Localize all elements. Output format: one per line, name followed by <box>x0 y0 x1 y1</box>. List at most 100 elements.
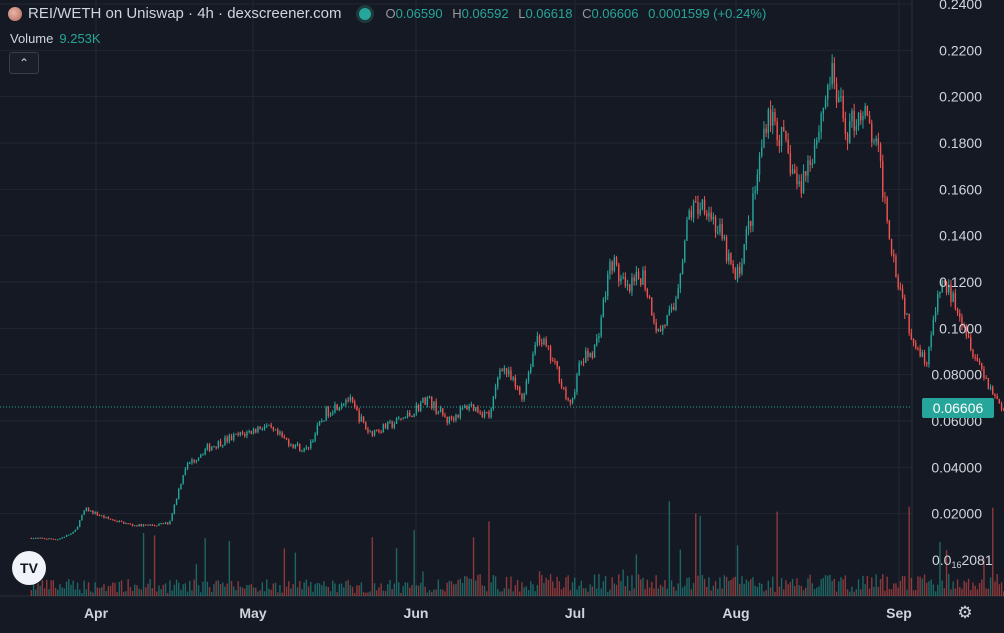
volume-bar <box>849 591 851 596</box>
candle <box>219 441 222 447</box>
volume-bar <box>257 591 259 596</box>
candle <box>906 313 908 315</box>
volume-bar <box>776 511 778 596</box>
volume-bar <box>926 582 928 596</box>
candle <box>855 126 858 131</box>
volume-bar <box>838 581 840 596</box>
candle <box>585 350 587 363</box>
status-dot-icon[interactable] <box>359 7 372 20</box>
volume-bar <box>142 532 145 596</box>
candle <box>400 418 402 420</box>
volume-bar <box>424 586 426 596</box>
candle <box>666 314 668 326</box>
volume-bar <box>857 579 860 596</box>
candle <box>688 210 690 220</box>
candle <box>802 170 805 194</box>
volume-bar <box>323 581 325 596</box>
candle <box>46 538 48 540</box>
candle <box>455 414 457 421</box>
candle <box>831 63 833 85</box>
candle <box>725 236 728 261</box>
volume-bar <box>904 576 906 596</box>
volume-bar <box>994 581 996 596</box>
y-tick-label: 0.2000 <box>939 89 982 105</box>
candle <box>202 454 204 456</box>
candle <box>54 539 57 541</box>
volume-bar <box>703 579 706 596</box>
gear-icon[interactable]: ⚙ <box>957 603 973 622</box>
volume-bar <box>406 582 409 596</box>
candle <box>503 368 506 372</box>
candle <box>712 216 715 220</box>
candle <box>134 525 136 527</box>
candle <box>387 421 389 429</box>
volume-bar <box>884 590 886 596</box>
candle <box>142 524 145 527</box>
candle <box>508 370 510 374</box>
volume-bar <box>398 582 400 596</box>
volume-bar <box>171 590 173 596</box>
candle <box>109 518 112 520</box>
y-tick-label: 0.1200 <box>939 274 982 290</box>
candle <box>952 293 954 302</box>
volume-bar <box>420 582 422 596</box>
candle <box>472 404 475 411</box>
volume-bar <box>96 587 99 596</box>
candle <box>527 372 530 382</box>
volume-bar <box>43 588 46 596</box>
volume-bar <box>831 580 833 596</box>
candle <box>459 408 462 418</box>
candle <box>230 435 233 440</box>
volume-bar <box>222 582 224 596</box>
volume-bar <box>677 583 679 596</box>
candle <box>530 367 532 373</box>
volume-bar <box>805 587 807 596</box>
candle <box>499 369 501 378</box>
volume-bar <box>967 578 970 596</box>
volume-bar <box>178 582 180 596</box>
tradingview-logo-icon[interactable]: TV <box>12 551 46 585</box>
candle <box>728 253 730 261</box>
volume-bar <box>54 587 57 596</box>
volume-bar <box>932 584 935 596</box>
candle <box>266 425 268 427</box>
candle <box>521 394 523 400</box>
candle <box>349 397 352 401</box>
volume-bar <box>741 576 743 596</box>
volume-bar <box>259 590 261 596</box>
volume-bar <box>530 581 532 596</box>
candle <box>516 386 519 388</box>
volume-bar <box>706 586 708 596</box>
collapse-legend-button[interactable]: ⌃ <box>9 52 39 74</box>
candle <box>76 526 79 530</box>
volume-bar <box>266 579 268 596</box>
volume-bar <box>521 582 523 596</box>
volume-bar <box>373 583 376 596</box>
candle <box>371 431 374 436</box>
candle <box>294 445 297 448</box>
candle <box>701 199 704 210</box>
candle <box>620 277 622 282</box>
volume-bar <box>94 582 96 596</box>
volume-bar <box>618 574 620 596</box>
volume-bar <box>382 590 385 596</box>
volume-bar <box>244 588 246 596</box>
candle <box>39 537 41 539</box>
volume-bar <box>681 587 684 596</box>
candle <box>497 377 499 387</box>
volume-bar <box>59 584 61 596</box>
volume-bar <box>802 590 805 596</box>
volume-bar <box>338 583 341 596</box>
candle <box>961 317 963 326</box>
volume-bar <box>189 580 191 596</box>
candle <box>983 369 985 378</box>
volume-bar <box>175 579 178 596</box>
candle <box>813 144 816 164</box>
candle <box>635 271 638 282</box>
candle <box>118 520 121 522</box>
candle <box>849 121 851 143</box>
candle <box>257 426 259 433</box>
x-tick-label: Jul <box>565 605 585 621</box>
volume-bar <box>250 584 253 596</box>
